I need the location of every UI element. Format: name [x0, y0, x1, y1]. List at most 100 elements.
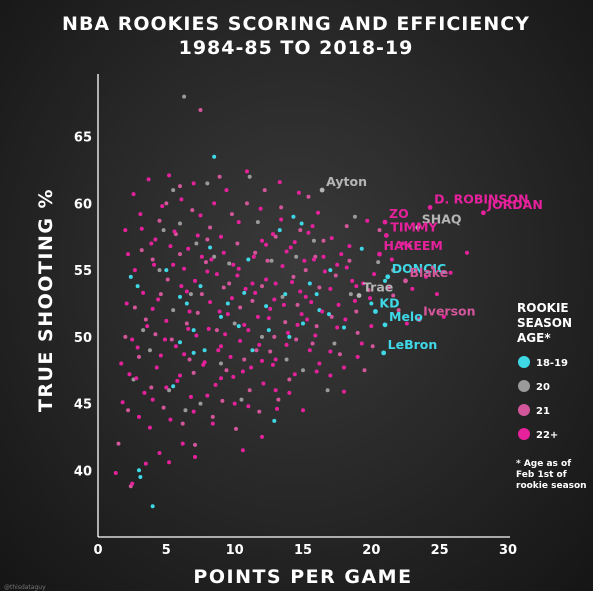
data-point	[127, 372, 132, 377]
data-point	[273, 234, 278, 239]
highlighted-point	[385, 274, 391, 280]
data-point	[260, 284, 264, 289]
data-point	[123, 228, 128, 233]
legend-label: 21	[536, 406, 550, 417]
data-point	[191, 328, 196, 333]
data-point	[209, 257, 214, 262]
data-point	[342, 325, 346, 330]
player-label: Melo	[389, 309, 423, 324]
data-point	[253, 250, 258, 255]
highlighted-point	[481, 210, 486, 216]
data-point	[302, 258, 307, 263]
data-point	[269, 258, 274, 263]
data-point	[224, 188, 229, 193]
highlighted-point	[403, 278, 408, 284]
x-tick-label: 15	[294, 543, 312, 558]
data-point	[161, 405, 166, 410]
data-point	[314, 324, 319, 329]
data-point	[270, 232, 275, 237]
data-point	[206, 326, 211, 331]
data-point	[191, 350, 196, 355]
y-tick-label: 50	[74, 331, 92, 346]
player-label: SHAQ	[422, 211, 462, 226]
data-point	[231, 262, 236, 267]
data-point	[339, 252, 344, 257]
data-point	[404, 321, 409, 326]
data-point	[407, 244, 412, 249]
data-point	[225, 312, 230, 317]
data-point	[389, 257, 394, 262]
data-point	[137, 354, 141, 359]
data-point	[146, 177, 151, 182]
player-label: LeBron	[388, 337, 438, 352]
data-point	[288, 245, 293, 250]
data-point	[287, 377, 292, 382]
y-tick-label: 65	[74, 131, 92, 146]
data-point	[130, 337, 135, 342]
data-point	[317, 361, 322, 366]
data-point	[311, 238, 316, 243]
data-point	[328, 286, 333, 291]
data-points	[113, 94, 486, 509]
data-point	[352, 214, 357, 219]
data-point	[171, 188, 176, 193]
data-point	[212, 201, 217, 206]
credit-text: @thisdataguy	[4, 584, 46, 591]
data-point	[179, 197, 184, 202]
data-point	[284, 249, 289, 254]
data-point	[272, 418, 277, 423]
x-tick-label: 0	[93, 543, 102, 558]
data-point	[182, 352, 187, 357]
data-point	[116, 441, 121, 446]
data-point	[242, 290, 247, 295]
data-point	[138, 212, 143, 217]
data-point	[214, 272, 219, 277]
data-point	[167, 388, 172, 393]
data-point	[355, 330, 360, 335]
data-point	[277, 228, 282, 233]
legend-swatch	[518, 380, 530, 392]
data-point	[141, 290, 146, 295]
data-point	[311, 257, 316, 262]
data-point	[279, 217, 284, 222]
data-point	[328, 373, 333, 378]
data-point	[335, 325, 340, 330]
data-point	[246, 257, 251, 262]
data-point	[243, 286, 248, 291]
data-point	[362, 368, 367, 373]
data-point	[376, 260, 381, 265]
y-tick-label: 45	[74, 398, 92, 413]
data-point	[150, 504, 155, 509]
legend-label: 18-19	[536, 358, 568, 369]
data-point	[337, 352, 342, 357]
data-point	[309, 300, 314, 305]
data-point	[268, 349, 273, 354]
y-tick-label: 60	[74, 197, 92, 212]
data-point	[307, 348, 312, 353]
data-point	[154, 365, 159, 370]
data-point	[238, 338, 243, 343]
title-line-2: 1984-85 TO 2018-19	[179, 37, 414, 59]
data-point	[172, 229, 177, 234]
highlighted-point	[319, 187, 325, 193]
data-point	[171, 262, 176, 267]
data-point	[441, 314, 446, 319]
data-point	[205, 237, 210, 242]
data-point	[173, 344, 178, 349]
data-point	[257, 409, 262, 414]
highlighted-point	[382, 322, 388, 328]
data-point	[184, 321, 189, 326]
data-point	[149, 241, 154, 246]
data-point	[359, 246, 364, 251]
title: NBA ROOKIES SCORING AND EFFICIENCY 1984-…	[62, 13, 529, 59]
data-point	[193, 454, 198, 459]
data-point	[272, 297, 277, 302]
data-point	[137, 468, 141, 473]
data-point	[158, 292, 163, 297]
data-point	[232, 321, 237, 326]
highlighted-point	[382, 219, 388, 225]
data-point	[149, 385, 154, 390]
data-point	[150, 397, 155, 402]
data-point	[264, 277, 269, 282]
data-point	[191, 409, 196, 414]
